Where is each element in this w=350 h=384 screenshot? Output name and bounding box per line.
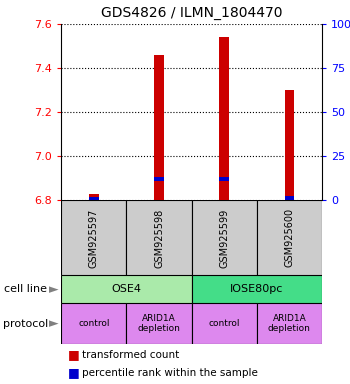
Text: protocol: protocol xyxy=(4,318,49,329)
Bar xyxy=(285,90,294,200)
Text: transformed count: transformed count xyxy=(82,350,180,360)
Bar xyxy=(219,37,229,200)
Bar xyxy=(219,177,229,182)
Text: GSM925597: GSM925597 xyxy=(89,208,99,268)
Bar xyxy=(61,275,192,303)
Text: GSM925600: GSM925600 xyxy=(285,209,294,267)
Bar xyxy=(257,303,322,344)
Bar xyxy=(61,200,126,275)
Bar xyxy=(61,303,126,344)
Text: cell line: cell line xyxy=(4,284,47,295)
Bar xyxy=(192,303,257,344)
Title: GDS4826 / ILMN_1804470: GDS4826 / ILMN_1804470 xyxy=(101,6,282,20)
Bar xyxy=(126,303,192,344)
Text: IOSE80pc: IOSE80pc xyxy=(230,284,284,295)
Text: ARID1A
depletion: ARID1A depletion xyxy=(268,314,311,333)
Bar xyxy=(257,200,322,275)
Text: GSM925598: GSM925598 xyxy=(154,208,164,268)
Text: ►: ► xyxy=(49,283,59,296)
Text: control: control xyxy=(78,319,110,328)
Bar xyxy=(192,200,257,275)
Bar xyxy=(89,194,99,200)
Text: ►: ► xyxy=(49,317,59,330)
Bar xyxy=(126,200,192,275)
Text: ■: ■ xyxy=(68,366,80,379)
Bar xyxy=(154,55,164,200)
Text: ARID1A
depletion: ARID1A depletion xyxy=(138,314,181,333)
Text: ■: ■ xyxy=(68,348,80,361)
Text: GSM925599: GSM925599 xyxy=(219,208,229,268)
Bar xyxy=(154,177,164,182)
Text: control: control xyxy=(209,319,240,328)
Bar xyxy=(285,196,294,200)
Bar xyxy=(192,275,322,303)
Bar xyxy=(89,197,99,201)
Text: OSE4: OSE4 xyxy=(111,284,141,295)
Text: percentile rank within the sample: percentile rank within the sample xyxy=(82,368,258,378)
